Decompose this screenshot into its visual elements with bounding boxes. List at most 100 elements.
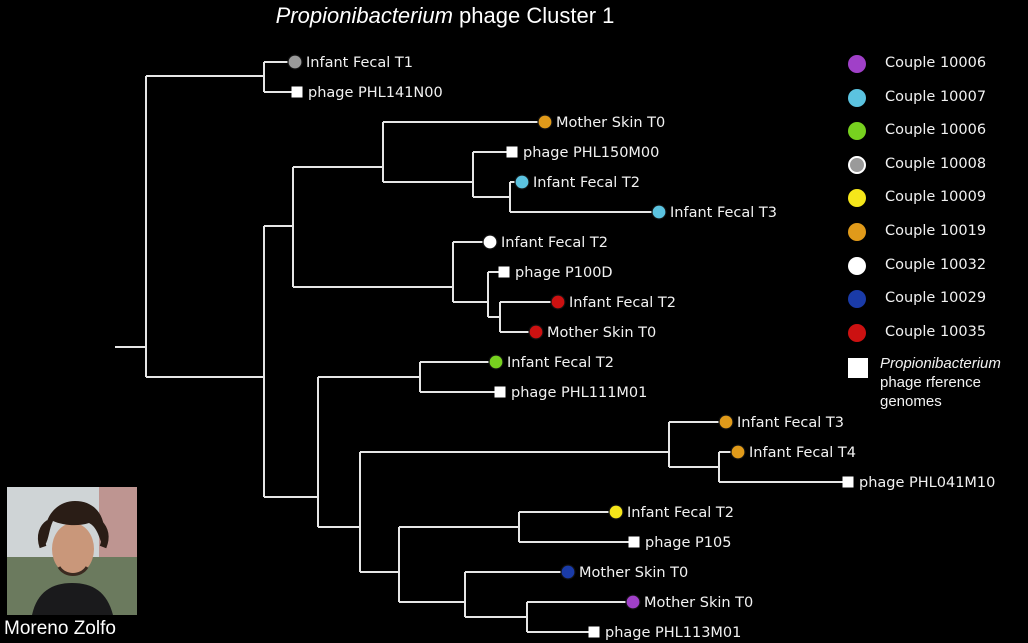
sample-circle-icon (514, 174, 530, 190)
tree-branches (115, 61, 848, 633)
tree-leaf: phage PHL113M01 (588, 625, 741, 641)
tree-leaf: Infant Fecal T2 (608, 504, 734, 521)
tree-leaf: phage PHL150M00 (506, 145, 659, 161)
leaf-label: Mother Skin T0 (579, 565, 688, 581)
sample-circle-icon (730, 444, 746, 460)
tree-leaf: Infant Fecal T2 (514, 174, 640, 191)
legend-circle-icon (848, 290, 866, 309)
clade-a-branches (146, 61, 297, 93)
clade-c3-branches (360, 511, 634, 633)
reference-genome-square-icon (588, 626, 600, 638)
leaf-label: phage P105 (645, 535, 731, 551)
reference-genome-square-icon (506, 146, 518, 158)
sample-circle-icon (287, 54, 303, 70)
legend-circle-icon (848, 189, 866, 208)
legend-label: Couple 10009 (885, 189, 987, 206)
legend-circle-icon (848, 155, 866, 174)
sample-circle-icon (718, 414, 734, 430)
author-name: Moreno Zolfo (4, 618, 116, 639)
tree-leaf: Infant Fecal T3 (718, 414, 844, 431)
tree-leaf: phage PHL111M01 (494, 385, 647, 401)
clade-b1-branches (293, 121, 659, 213)
reference-square-icon (848, 358, 868, 378)
leaf-label: phage PHL041M10 (859, 475, 995, 491)
leaf-label: Infant Fecal T2 (627, 505, 734, 521)
sample-circle-icon (608, 504, 624, 520)
tree-leaf: phage PHL041M10 (842, 475, 995, 491)
tree-leaves: Infant Fecal T1 phage PHL141N00 Mother Ski… (287, 54, 995, 641)
leaf-label: phage PHL111M01 (511, 385, 647, 401)
sample-circle-icon (482, 234, 498, 250)
author-photo (7, 487, 137, 615)
main-split (146, 226, 265, 497)
tree-leaf: Mother Skin T0 (528, 324, 656, 341)
leaf-label: Infant Fecal T2 (501, 235, 608, 251)
legend-label: Couple 10019 (885, 223, 987, 239)
leaf-label: Infant Fecal T3 (670, 205, 777, 221)
tree-leaf: Infant Fecal T2 (488, 354, 614, 371)
sample-circle-icon (537, 114, 553, 130)
legend-circle-icon (848, 323, 866, 342)
leaf-label: Infant Fecal T2 (533, 175, 640, 191)
reference-genome-square-icon (628, 536, 640, 548)
tree-leaf: Infant Fecal T2 (550, 294, 676, 311)
tree-leaf: Infant Fecal T4 (730, 444, 856, 461)
leaf-label: Mother Skin T0 (556, 115, 665, 131)
legend-reference-text: Propionibacterium phage rference genomes (880, 354, 1028, 411)
leaf-label: phage PHL141N00 (308, 85, 443, 101)
sample-circle-icon (550, 294, 566, 310)
tree-leaf: phage P105 (628, 535, 731, 551)
leaf-label: Infant Fecal T4 (749, 445, 856, 461)
reference-genome-square-icon (291, 86, 303, 98)
sample-circle-icon (625, 594, 641, 610)
sample-circle-icon (488, 354, 504, 370)
tree-leaf: Infant Fecal T1 (287, 54, 413, 71)
leaf-label: Mother Skin T0 (644, 595, 753, 611)
legend-label: Couple 10006 (885, 122, 987, 139)
leaf-label: Infant Fecal T3 (737, 415, 844, 431)
legend-label: Couple 10032 (885, 256, 987, 273)
legend-label: Couple 10006 (885, 55, 987, 71)
clade-c2-branches (318, 421, 848, 572)
legend-circle-icon (848, 55, 866, 73)
tree-leaf: Infant Fecal T3 (651, 204, 777, 221)
legend-label: Couple 10029 (885, 290, 987, 307)
figure-title: Propionibacterium phage Cluster 1 (0, 3, 890, 29)
clade-c-split (264, 377, 319, 527)
leaf-label: Infant Fecal T2 (507, 355, 614, 371)
clade-c1-branches (318, 361, 500, 393)
leaf-label: Infant Fecal T1 (306, 55, 413, 71)
reference-genome-square-icon (494, 386, 506, 398)
clade-b-split (264, 167, 294, 287)
tree-leaf: Mother Skin T0 (625, 594, 753, 611)
sample-circle-icon (560, 564, 576, 580)
tree-leaf: phage PHL141N00 (291, 85, 443, 101)
tree-leaf: Mother Skin T0 (560, 564, 688, 581)
person-portrait-icon (7, 487, 137, 615)
tree-leaf: phage P100D (498, 265, 613, 281)
tree-leaf: Mother Skin T0 (537, 114, 665, 131)
legend-label: Couple 10008 (885, 155, 987, 172)
legend-circle-icon (848, 88, 866, 107)
leaf-label: phage PHL150M00 (523, 145, 659, 161)
legend-reference-line3: genomes (880, 393, 942, 410)
sample-circle-icon (651, 204, 667, 220)
tree-leaf: Infant Fecal T2 (482, 234, 608, 251)
legend-reference-line2: phage rference (880, 374, 981, 391)
leaf-label: phage P100D (515, 265, 613, 281)
legend-label: Couple 10035 (885, 323, 987, 340)
legend-circle-icon (848, 256, 866, 275)
leaf-label: Infant Fecal T2 (569, 295, 676, 311)
legend-circle-icon (848, 122, 866, 141)
sample-circle-icon (528, 324, 544, 340)
legend-label: Couple 10007 (885, 88, 987, 105)
title-rest: phage Cluster 1 (452, 3, 615, 28)
reference-genome-square-icon (842, 476, 854, 488)
title-genus: Propionibacterium (275, 3, 453, 28)
legend-circle-icon (848, 223, 866, 241)
clade-b2-branches (293, 241, 558, 333)
leaf-label: phage PHL113M01 (605, 625, 741, 641)
legend-reference-genus: Propionibacterium (880, 355, 1001, 372)
reference-genome-square-icon (498, 266, 510, 278)
